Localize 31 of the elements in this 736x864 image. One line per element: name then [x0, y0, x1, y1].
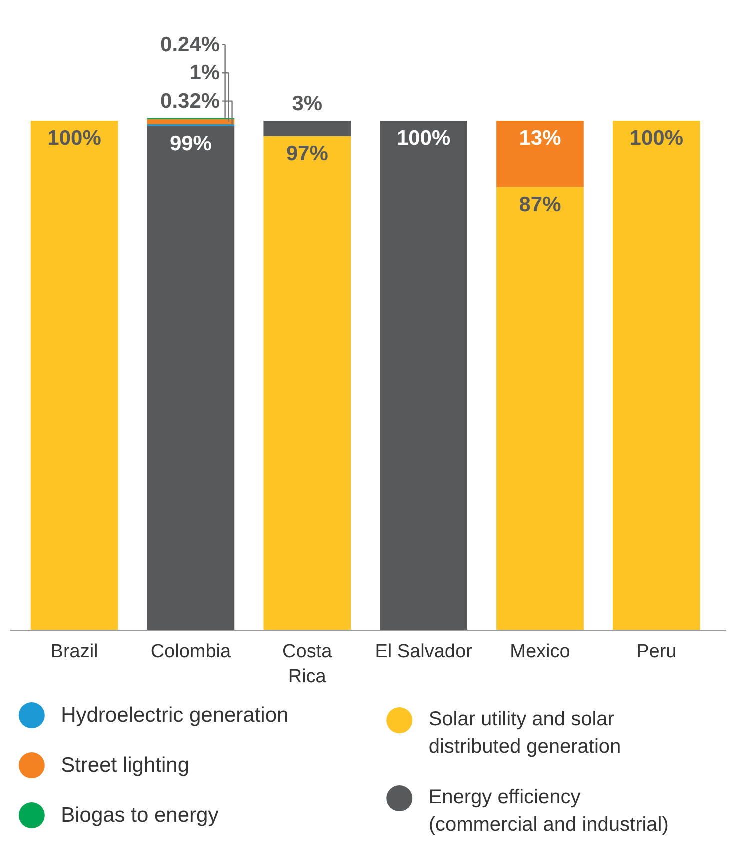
x-tick-label: Colombia	[150, 642, 232, 662]
data-label: 100%	[48, 127, 102, 150]
data-label: 87%	[519, 193, 562, 216]
data-label: 0.32%	[160, 90, 220, 113]
data-label: 3%	[292, 92, 323, 116]
x-tick-label: Brazil	[50, 642, 98, 662]
legend-label: Biogas to energy	[61, 804, 220, 827]
x-tick-label: Costa Rica	[282, 642, 333, 688]
legend-label: Street lighting	[61, 754, 190, 777]
bar	[30, 121, 118, 630]
bar	[147, 126, 235, 630]
bar	[612, 121, 700, 630]
bar	[496, 187, 584, 630]
legend-label: Hydroelectric generation	[61, 704, 289, 727]
data-label: 97%	[286, 142, 329, 166]
data-label: 100%	[396, 127, 451, 150]
data-label: 0.24%	[160, 33, 220, 56]
bar	[496, 121, 584, 188]
bar	[380, 121, 468, 630]
data-label: 13%	[519, 127, 562, 150]
legend-label: Solar utility and solar distributed generation	[428, 708, 622, 758]
bar	[264, 121, 352, 136]
x-tick-label: Mexico	[510, 642, 570, 662]
bar	[147, 119, 235, 125]
data-label: 1%	[190, 62, 220, 85]
data-label: 99%	[170, 132, 212, 156]
bar	[264, 136, 352, 630]
x-tick-label: Peru	[636, 642, 677, 662]
data-label: 100%	[630, 127, 684, 150]
x-tick-label: El Salvador	[375, 642, 474, 662]
legend-label: Energy efficiency (commercial and industrial)	[428, 786, 669, 836]
